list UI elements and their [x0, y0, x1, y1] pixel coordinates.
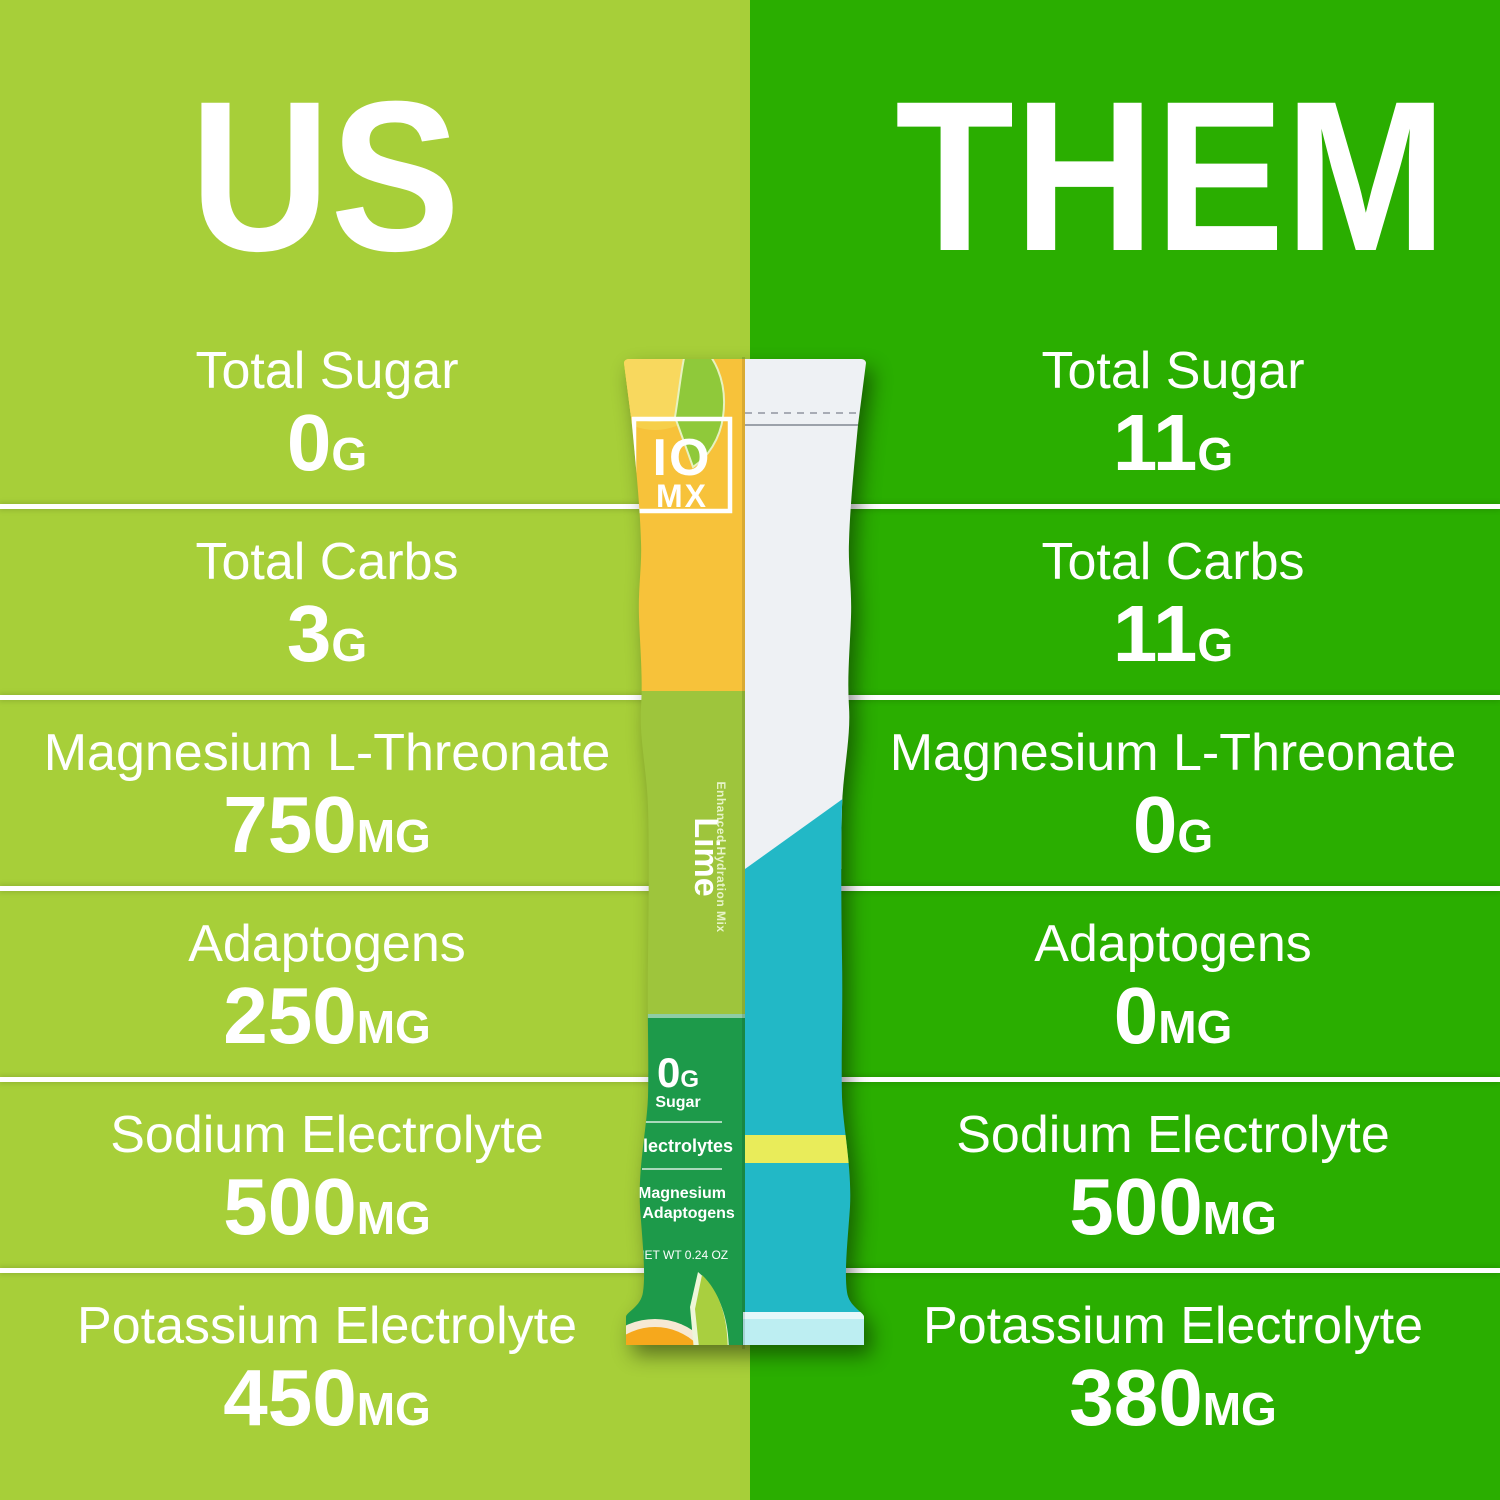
svg-text:Enhanced Hydration Mix: Enhanced Hydration Mix: [714, 781, 728, 932]
svg-text:Electrolytes: Electrolytes: [631, 1136, 733, 1156]
svg-text:+ Adaptogens: + Adaptogens: [629, 1205, 735, 1222]
svg-text:Sugar: Sugar: [655, 1094, 700, 1111]
svg-text:NET WT 0.24 OZ: NET WT 0.24 OZ: [636, 1248, 728, 1262]
svg-text:MX: MX: [656, 478, 708, 514]
svg-text:Magnesium: Magnesium: [638, 1185, 726, 1202]
